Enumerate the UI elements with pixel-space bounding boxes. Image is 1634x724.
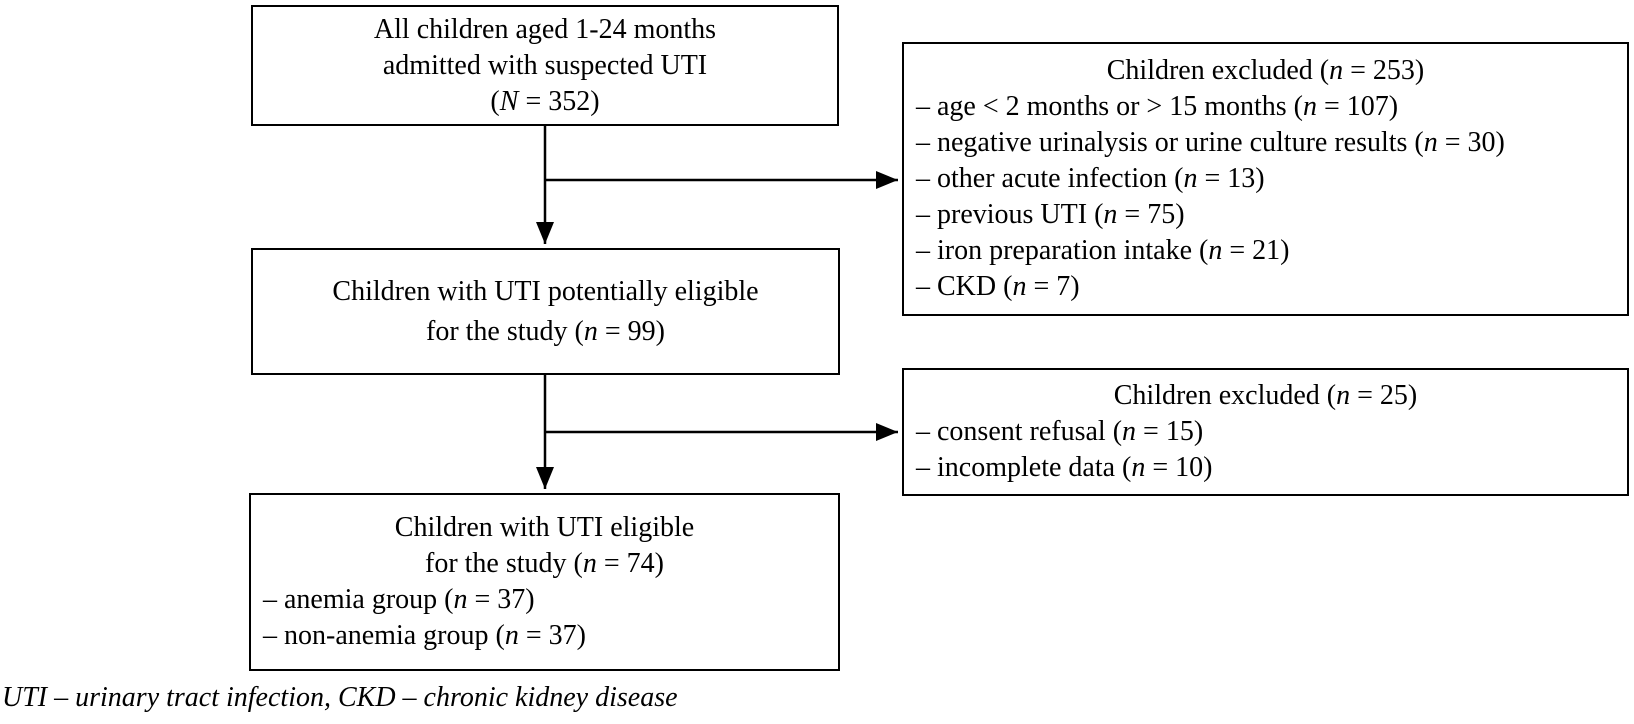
exclusion-reason: – incomplete data (n = 10) [916, 452, 1213, 483]
box-excluded-second-title: Children excluded (n = 25) [1113, 380, 1418, 411]
study-group: – non-anemia group (n = 37) [263, 620, 586, 651]
exclusion-reason: – other acute infection (n = 13) [916, 163, 1265, 194]
box-potentially-eligible-line: Children with UTI potentially eligible [332, 275, 759, 307]
exclusion-reason: – previous UTI (n = 75) [916, 199, 1185, 230]
box-admitted: All children aged 1-24 months admitted w… [251, 5, 839, 126]
box-potentially-eligible: Children with UTI potentially eligible f… [251, 248, 840, 375]
exclusion-reason: – negative urinalysis or urine culture r… [916, 127, 1505, 158]
exclusion-reason: – CKD (n = 7) [916, 271, 1080, 302]
box-excluded-first-title: Children excluded (n = 253) [1106, 55, 1425, 86]
study-group: – anemia group (n = 37) [263, 584, 535, 615]
box-final-eligible-line: Children with UTI eligible [394, 512, 695, 543]
box-admitted-line: (N = 352) [490, 85, 600, 117]
box-excluded-first: Children excluded (n = 253) – age < 2 mo… [902, 42, 1629, 316]
box-final-eligible: Children with UTI eligible for the study… [249, 493, 840, 671]
abbreviations-footnote: UTI – urinary tract infection, CKD – chr… [2, 682, 678, 713]
exclusion-reason: – consent refusal (n = 15) [916, 416, 1204, 447]
box-admitted-line: All children aged 1-24 months [373, 13, 717, 45]
box-admitted-line: admitted with suspected UTI [382, 49, 708, 81]
box-excluded-second: Children excluded (n = 25) – consent ref… [902, 368, 1629, 496]
box-potentially-eligible-line: for the study (n = 99) [426, 315, 665, 347]
exclusion-reason: – age < 2 months or > 15 months (n = 107… [916, 91, 1399, 122]
box-final-eligible-line: for the study (n = 74) [425, 548, 664, 579]
exclusion-reason: – iron preparation intake (n = 21) [916, 235, 1290, 266]
